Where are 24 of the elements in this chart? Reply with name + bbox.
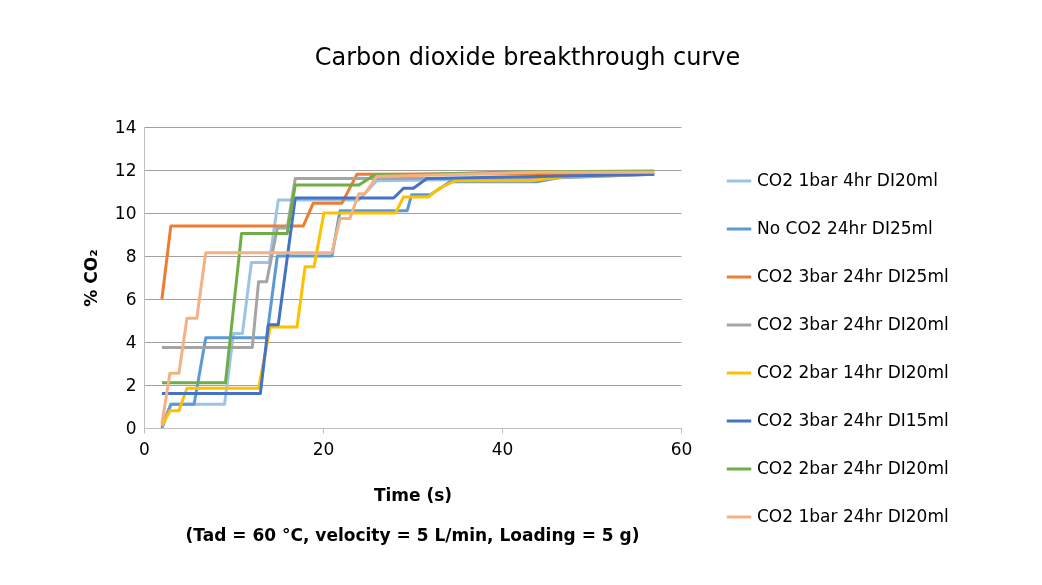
- x-tick-label: 0: [139, 438, 150, 459]
- legend-label: No CO2 24hr DI25ml: [757, 218, 933, 238]
- x-tick-label: 60: [670, 438, 693, 459]
- legend-label: CO2 2bar 24hr DI20ml: [757, 458, 949, 478]
- y-tick-label: 2: [125, 374, 137, 395]
- y-tick-label: 14: [114, 116, 137, 137]
- chart-title: Carbon dioxide breakthrough curve: [314, 43, 741, 71]
- legend-label: CO2 2bar 14hr DI20ml: [757, 362, 949, 382]
- x-tick-label: 20: [312, 438, 335, 459]
- legend-label: CO2 3bar 24hr DI20ml: [757, 314, 949, 334]
- legend-label: CO2 1bar 24hr DI20ml: [757, 506, 949, 526]
- y-tick-label: 6: [125, 288, 137, 309]
- y-tick-label: 12: [114, 159, 137, 180]
- y-tick-label: 0: [125, 417, 137, 438]
- legend-label: CO2 3bar 24hr DI25ml: [757, 266, 949, 286]
- text: (Tad = 60 °C, velocity = 5 L/min, Loading = 5 g): [185, 525, 640, 545]
- y-tick-label: 8: [125, 245, 137, 266]
- y-axis-title: % CO₂: [80, 249, 101, 307]
- x-tick-label: 40: [491, 438, 514, 459]
- y-tick-label: 10: [114, 202, 137, 223]
- x-axis-title: Time (s): [373, 484, 453, 505]
- legend-label: CO2 1bar 4hr DI20ml: [757, 170, 938, 190]
- y-tick-label: 4: [125, 331, 137, 352]
- legend-label: CO2 3bar 24hr DI15ml: [757, 410, 949, 430]
